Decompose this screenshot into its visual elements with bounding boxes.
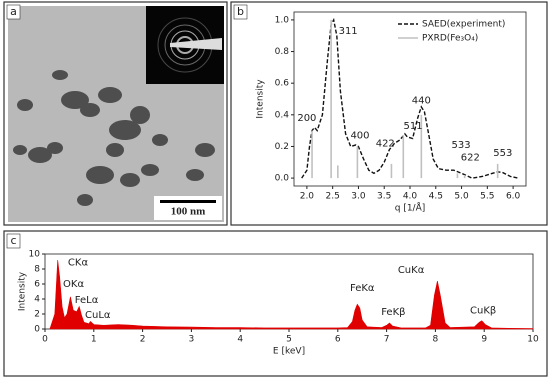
x-tick-label: 4.5	[429, 192, 443, 202]
peak-label: CKα	[68, 257, 89, 268]
x-tick-label: 2.5	[326, 192, 340, 202]
x-tick-label: 6	[335, 335, 341, 345]
beam-stop	[170, 38, 222, 50]
peak-label: CuKβ	[470, 305, 496, 316]
x-axis-label: E [keV]	[273, 347, 305, 357]
x-tick-label: 3.5	[377, 192, 391, 202]
panel-label-box	[6, 233, 21, 249]
panel-frame	[3, 1, 228, 226]
y-tick-label: 10	[29, 250, 41, 260]
peak-label: CuLα	[85, 310, 111, 321]
y-tick-label: 1.0	[275, 15, 290, 25]
peak-label: 511	[404, 121, 423, 132]
peak-label: 533	[451, 140, 470, 151]
peak-label: 422	[376, 138, 395, 149]
x-tick-label: 2	[140, 335, 146, 345]
peak-label: 200	[297, 113, 316, 124]
x-tick-label: 2.0	[300, 192, 315, 202]
panel-label: a	[10, 5, 17, 18]
y-axis-label: Intensity	[18, 271, 28, 311]
y-tick-label: 0.8	[275, 47, 290, 57]
panel-label-box	[233, 4, 248, 20]
y-tick-label: 0.2	[275, 142, 289, 152]
legend-label: SAED(experiment)	[422, 20, 505, 30]
y-tick-label: 4	[34, 295, 40, 305]
y-tick-label: 0.6	[275, 79, 290, 89]
peak-label: 440	[412, 96, 431, 107]
y-tick-label: 0.4	[275, 110, 290, 120]
scale-bar	[160, 200, 216, 203]
peak-label: FeLα	[75, 295, 99, 306]
x-tick-label: 8	[433, 335, 439, 345]
x-tick-label: 4	[237, 335, 243, 345]
panel-frame	[230, 1, 548, 226]
x-tick-label: 3	[189, 335, 195, 345]
peak-label: OKα	[63, 279, 84, 290]
y-tick-label: 0.0	[275, 174, 290, 184]
legend-label: PXRD(Fe₃O₄)	[422, 34, 478, 44]
panel-frame	[3, 230, 548, 377]
x-tick-label: 7	[384, 335, 390, 345]
x-tick-label: 10	[527, 335, 539, 345]
y-tick-label: 0	[34, 325, 40, 335]
line	[301, 17, 519, 179]
x-tick-label: 1	[91, 335, 97, 345]
x-tick-label: 3.0	[351, 192, 366, 202]
panel-label: b	[237, 5, 244, 18]
x-tick-label: 0	[42, 335, 48, 345]
peak-label: 622	[461, 153, 480, 164]
panel-label: c	[10, 234, 16, 247]
x-tick-label: 5	[286, 335, 292, 345]
x-tick-label: 5.5	[480, 192, 494, 202]
y-axis-label: Intensity	[256, 79, 266, 119]
peak-label: 311	[339, 26, 358, 37]
particles	[13, 70, 215, 206]
spectrum	[49, 259, 534, 330]
x-tick-label: 4.0	[403, 192, 418, 202]
peak-label: FeKβ	[381, 307, 405, 318]
plot-frame	[44, 253, 534, 330]
panel-label-box	[6, 4, 21, 20]
peak-label: 553	[493, 148, 512, 159]
x-tick-label: 9	[481, 335, 487, 345]
y-tick-label: 6	[34, 280, 40, 290]
peak-label: 400	[350, 130, 369, 141]
peak-label: FeKα	[350, 283, 375, 294]
x-axis-label: q [1/Å]	[395, 202, 426, 214]
scale-bar-label: 100 nm	[171, 206, 206, 218]
tem-image: 100 nm	[8, 6, 224, 222]
x-tick-label: 6.0	[506, 192, 521, 202]
y-tick-label: 8	[34, 265, 40, 275]
peak-label: CuKα	[398, 265, 425, 276]
y-tick-label: 2	[34, 310, 40, 320]
x-tick-label: 5.0	[454, 192, 469, 202]
